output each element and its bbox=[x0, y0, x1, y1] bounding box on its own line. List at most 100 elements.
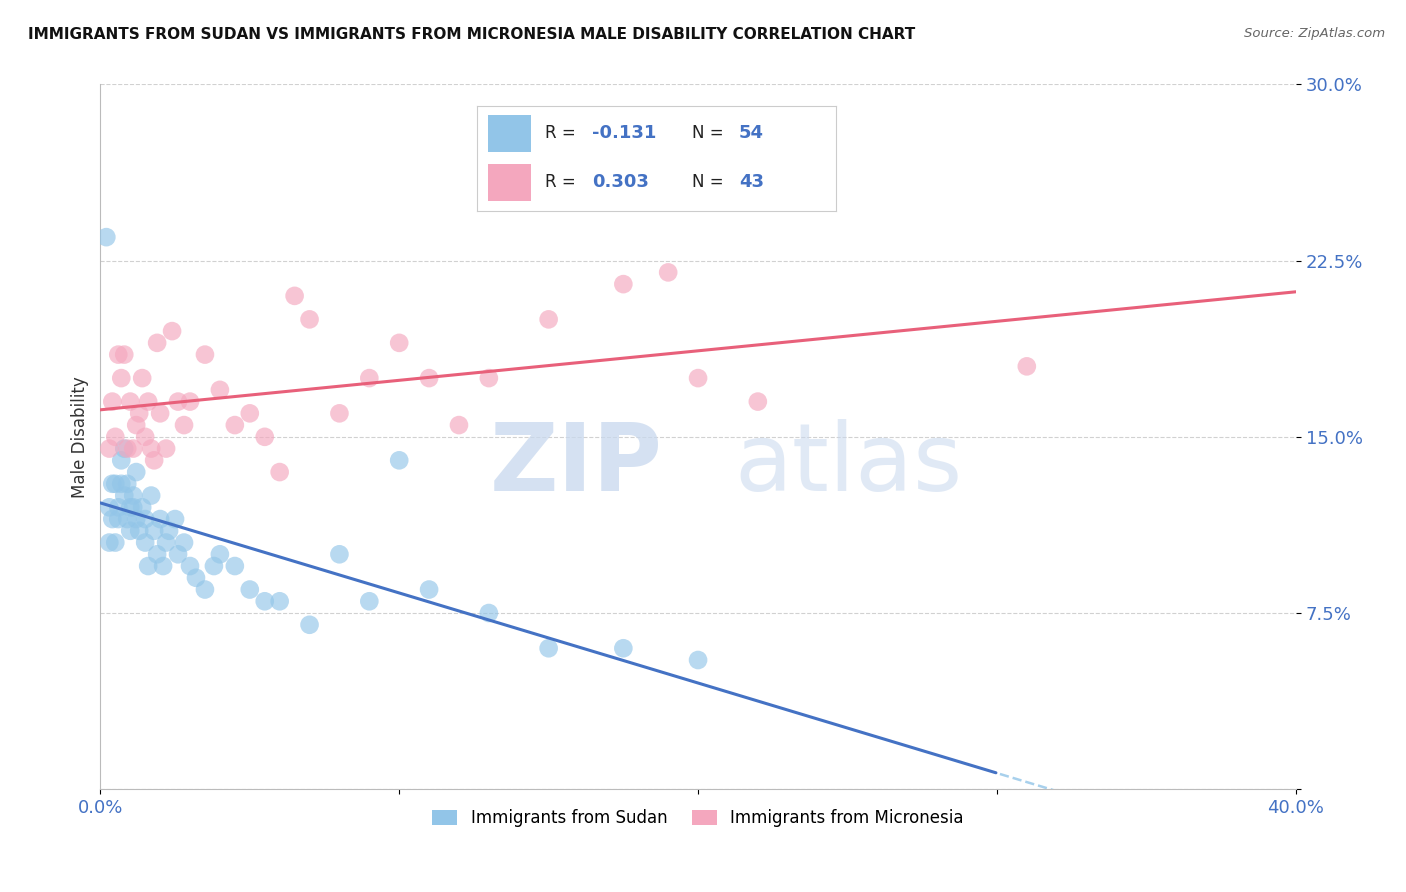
Point bbox=[136, 559, 159, 574]
Point bbox=[165, 512, 187, 526]
Point bbox=[478, 606, 501, 620]
Point bbox=[104, 430, 127, 444]
Point bbox=[328, 406, 350, 420]
Point bbox=[128, 406, 150, 420]
Point bbox=[136, 394, 159, 409]
Point bbox=[284, 289, 307, 303]
Point bbox=[146, 547, 169, 561]
Point bbox=[269, 465, 291, 479]
Text: Source: ZipAtlas.com: Source: ZipAtlas.com bbox=[1244, 27, 1385, 40]
Point bbox=[328, 547, 350, 561]
Point bbox=[388, 335, 411, 350]
Point bbox=[478, 371, 501, 385]
Point bbox=[104, 476, 127, 491]
Point bbox=[253, 594, 276, 608]
Point bbox=[447, 418, 470, 433]
Point bbox=[388, 453, 411, 467]
Point bbox=[110, 453, 132, 467]
Point bbox=[101, 394, 124, 409]
Point bbox=[125, 465, 148, 479]
Point bbox=[128, 524, 150, 538]
Point bbox=[120, 524, 142, 538]
Point bbox=[112, 489, 135, 503]
Point bbox=[173, 535, 195, 549]
Point bbox=[143, 453, 166, 467]
Point bbox=[122, 500, 145, 515]
Point bbox=[167, 547, 190, 561]
Point bbox=[253, 430, 276, 444]
Point bbox=[173, 418, 195, 433]
Point bbox=[418, 582, 440, 597]
Point bbox=[149, 406, 172, 420]
Point bbox=[134, 535, 156, 549]
Point bbox=[149, 512, 172, 526]
Point bbox=[202, 559, 225, 574]
Point bbox=[224, 559, 246, 574]
Point bbox=[157, 524, 180, 538]
Point bbox=[131, 371, 153, 385]
Point bbox=[96, 230, 118, 244]
Point bbox=[359, 594, 381, 608]
Point bbox=[686, 371, 709, 385]
Point bbox=[122, 489, 145, 503]
Point bbox=[194, 348, 217, 362]
Point bbox=[107, 512, 129, 526]
Point bbox=[122, 442, 145, 456]
Point bbox=[125, 418, 148, 433]
Point bbox=[184, 571, 207, 585]
Point bbox=[167, 394, 190, 409]
Point bbox=[418, 371, 440, 385]
Point bbox=[747, 394, 769, 409]
Point bbox=[110, 476, 132, 491]
Y-axis label: Male Disability: Male Disability bbox=[72, 376, 89, 498]
Point bbox=[179, 394, 201, 409]
Point bbox=[155, 442, 177, 456]
Point bbox=[120, 394, 142, 409]
Point bbox=[117, 476, 139, 491]
Point bbox=[239, 582, 262, 597]
Point bbox=[125, 512, 148, 526]
Point bbox=[179, 559, 201, 574]
Point bbox=[239, 406, 262, 420]
Point bbox=[110, 371, 132, 385]
Point bbox=[112, 442, 135, 456]
Point bbox=[657, 265, 679, 279]
Point bbox=[208, 547, 231, 561]
Point bbox=[134, 430, 156, 444]
Point bbox=[612, 277, 634, 292]
Point bbox=[146, 335, 169, 350]
Text: IMMIGRANTS FROM SUDAN VS IMMIGRANTS FROM MICRONESIA MALE DISABILITY CORRELATION : IMMIGRANTS FROM SUDAN VS IMMIGRANTS FROM… bbox=[28, 27, 915, 42]
Point bbox=[537, 312, 560, 326]
Point bbox=[117, 512, 139, 526]
Point bbox=[101, 512, 124, 526]
Point bbox=[224, 418, 246, 433]
Point bbox=[101, 476, 124, 491]
Text: ZIP: ZIP bbox=[489, 419, 662, 511]
Point bbox=[104, 535, 127, 549]
Point bbox=[117, 442, 139, 456]
Point bbox=[269, 594, 291, 608]
Point bbox=[152, 559, 174, 574]
Point bbox=[134, 512, 156, 526]
Point bbox=[98, 442, 121, 456]
Point bbox=[359, 371, 381, 385]
Point bbox=[141, 489, 163, 503]
Point bbox=[612, 641, 634, 656]
Point bbox=[98, 535, 121, 549]
Point bbox=[208, 383, 231, 397]
Point bbox=[112, 348, 135, 362]
Point bbox=[160, 324, 183, 338]
Point bbox=[298, 312, 321, 326]
Point bbox=[107, 348, 129, 362]
Point bbox=[131, 500, 153, 515]
Point bbox=[194, 582, 217, 597]
Point bbox=[143, 524, 166, 538]
Point bbox=[298, 617, 321, 632]
Point bbox=[120, 500, 142, 515]
Point bbox=[107, 500, 129, 515]
Point bbox=[98, 500, 121, 515]
Point bbox=[686, 653, 709, 667]
Legend: Immigrants from Sudan, Immigrants from Micronesia: Immigrants from Sudan, Immigrants from M… bbox=[426, 803, 970, 834]
Point bbox=[537, 641, 560, 656]
Point bbox=[1015, 359, 1038, 374]
